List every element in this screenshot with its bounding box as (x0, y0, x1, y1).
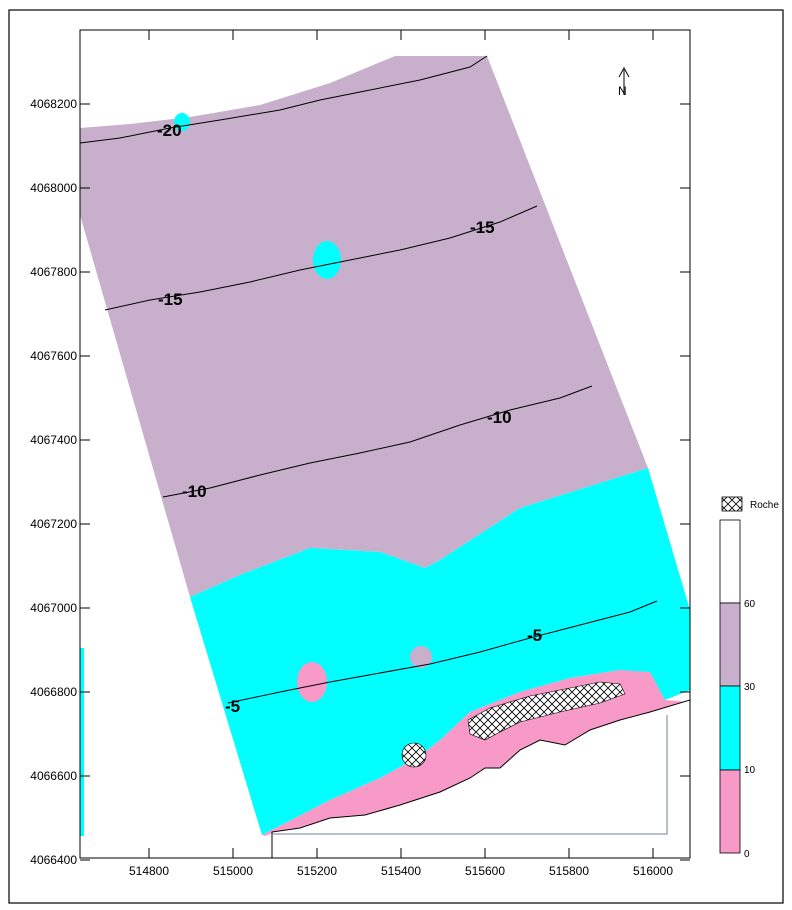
contour-label-minus-15-b: -15 (470, 218, 495, 237)
y-tick-label: 4068200 (30, 97, 77, 111)
contour-line-minus-15 (104, 205, 538, 311)
y-tick-label: 4067600 (30, 349, 77, 363)
legend-value-60: 60 (744, 599, 756, 610)
legend-value-0: 0 (744, 849, 750, 860)
contour-label-minus-5-a: -5 (225, 697, 240, 716)
y-tick-label: 4067400 (30, 433, 77, 447)
inset-outline (272, 715, 668, 835)
y-tick-label: 4066800 (30, 685, 77, 699)
y-tick-label: 4067800 (30, 265, 77, 279)
legend: Roche 60 30 10 0 (719, 496, 779, 860)
map-area (80, 55, 690, 858)
rock-outcrop-large (467, 681, 626, 741)
contour-label-minus-10-a: -10 (182, 482, 207, 501)
contour-label-minus-20: -20 (157, 121, 182, 140)
legend-swatch-10-30 (719, 685, 741, 771)
zone-0-10 (262, 670, 690, 836)
contour-label-minus-15-a: -15 (158, 290, 183, 309)
x-tick-label: 515200 (297, 864, 337, 878)
axis-ticks: 514800 515000 515200 515400 515600 515800 5160… (30, 30, 690, 878)
x-tick-label: 516000 (633, 864, 673, 878)
zone-10-30 (190, 468, 690, 835)
y-tick-label: 4066400 (30, 853, 77, 867)
y-tick-label: 4068000 (30, 181, 77, 195)
map-border (79, 29, 691, 859)
legend-value-10: 10 (744, 765, 756, 776)
contour-label-minus-10-b: -10 (487, 408, 512, 427)
x-tick-label: 515000 (213, 864, 253, 878)
legend-rock-label: Roche (750, 500, 779, 511)
legend-swatch-0-10 (719, 769, 741, 854)
x-tick-label: 515400 (381, 864, 421, 878)
zone-left-strip (80, 648, 84, 836)
outer-frame (8, 9, 784, 904)
legend-value-30: 30 (744, 682, 756, 693)
y-tick-label: 4067200 (30, 517, 77, 531)
shoreline (271, 699, 690, 858)
contour-line-minus-5 (227, 600, 658, 704)
legend-swatch-60-plus (719, 519, 741, 604)
purple-spot (410, 646, 432, 668)
zone-30-60 (80, 56, 648, 597)
contour-label-minus-5-b: -5 (527, 626, 542, 645)
contour-line-minus-20 (80, 55, 488, 144)
cyan-spot-central (313, 241, 341, 279)
legend-rock-swatch (721, 496, 743, 512)
x-tick-label: 515600 (465, 864, 505, 878)
north-arrow-icon: N (618, 66, 630, 98)
legend-swatch-30-60 (719, 602, 741, 687)
y-tick-label: 4066600 (30, 769, 77, 783)
pink-spot (297, 662, 327, 702)
north-arrow-label: N (618, 84, 627, 98)
x-tick-label: 514800 (129, 864, 169, 878)
rock-outcrop-small (401, 742, 427, 768)
contour-line-minus-10 (162, 385, 593, 498)
y-tick-label: 4067000 (30, 601, 77, 615)
x-tick-label: 515800 (549, 864, 589, 878)
